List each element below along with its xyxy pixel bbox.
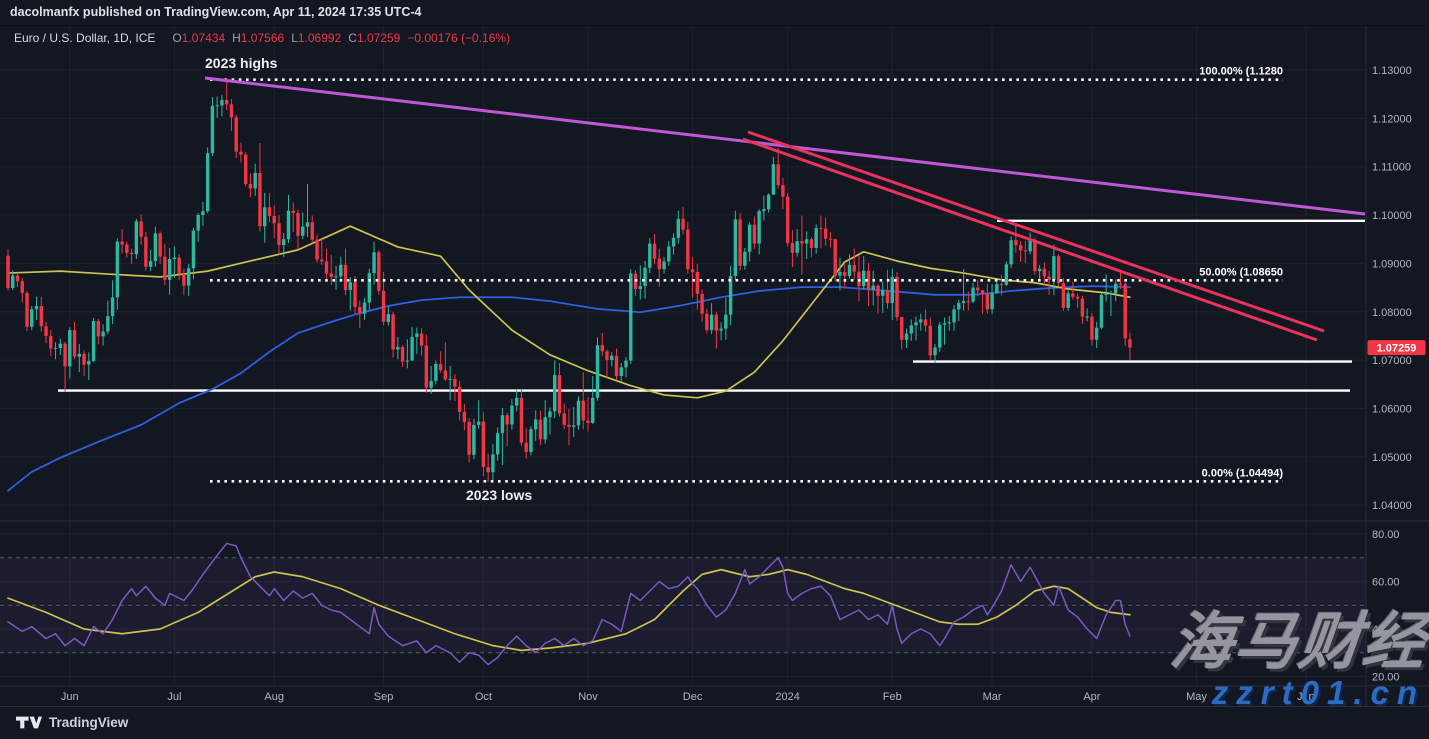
candlesticks — [6, 81, 1132, 482]
tradingview-brand-name: TradingView — [49, 715, 129, 730]
low-label: L — [291, 31, 298, 45]
svg-text:Jun: Jun — [61, 691, 79, 703]
publish-header-text: dacolmanfx published on TradingView.com,… — [10, 5, 422, 19]
svg-text:Feb: Feb — [883, 691, 902, 703]
annotation-2023-lows: 2023 lows — [466, 487, 533, 503]
change-value: −0.00176 (−0.16%) — [407, 31, 511, 45]
svg-text:80.00: 80.00 — [1372, 529, 1400, 541]
annotation-2023-highs: 2023 highs — [205, 55, 278, 71]
svg-text:40.00: 40.00 — [1372, 624, 1400, 636]
svg-text:1.12000: 1.12000 — [1372, 113, 1412, 125]
svg-text:1.07259: 1.07259 — [1377, 343, 1417, 355]
svg-text:1.11000: 1.11000 — [1372, 162, 1411, 174]
svg-text:0.00% (1.04494): 0.00% (1.04494) — [1202, 467, 1284, 479]
svg-text:Mar: Mar — [983, 691, 1002, 703]
high-value: 1.07566 — [240, 31, 285, 45]
footer-bar: TradingView — [0, 706, 1429, 739]
fib-retracement: 100.00% (1.1280 50.00% (1.08650 0.00% (1.0… — [210, 66, 1284, 483]
high-label: H — [232, 31, 241, 45]
svg-text:60.00: 60.00 — [1372, 577, 1400, 589]
svg-text:1.04000: 1.04000 — [1372, 500, 1412, 512]
svg-text:1.09000: 1.09000 — [1372, 258, 1412, 270]
moving-averages — [7, 225, 1131, 492]
pane-separators — [0, 26, 1429, 707]
svg-text:1.05000: 1.05000 — [1372, 452, 1412, 464]
grid-lines — [0, 26, 1366, 686]
symbol-legend: Euro / U.S. Dollar, 1D, ICE O1.07434 H1.07… — [14, 31, 510, 45]
svg-text:Oct: Oct — [475, 691, 492, 703]
price-axis[interactable]: 1.13000 1.12000 1.11000 1.10000 1.09000 1.080… — [1367, 65, 1426, 512]
svg-text:May: May — [1186, 691, 1207, 703]
symbol-title: Euro / U.S. Dollar, 1D, ICE — [14, 31, 156, 45]
svg-text:Jun: Jun — [1297, 691, 1315, 703]
svg-text:1.10000: 1.10000 — [1372, 210, 1412, 222]
svg-text:1.13000: 1.13000 — [1372, 65, 1412, 77]
svg-text:Dec: Dec — [683, 691, 703, 703]
rsi-axis[interactable]: 80.00 60.00 40.00 20.00 — [1372, 529, 1400, 684]
close-value: 1.07259 — [356, 31, 401, 45]
support-resistance-rays — [58, 219, 1365, 392]
time-axis[interactable]: Jun Jul Aug Sep Oct Nov Dec 2024 Feb Mar Apr May Jun — [61, 691, 1315, 703]
last-price-badge — [1367, 340, 1426, 356]
close-label: C — [348, 31, 357, 45]
svg-text:1.08000: 1.08000 — [1372, 307, 1412, 319]
svg-text:Jul: Jul — [167, 691, 181, 703]
svg-text:Aug: Aug — [264, 691, 284, 703]
tradingview-brand-link[interactable]: TradingView — [16, 715, 128, 730]
svg-text:20.00: 20.00 — [1372, 672, 1400, 684]
svg-text:1.07000: 1.07000 — [1372, 355, 1412, 367]
svg-text:50.00% (1.08650: 50.00% (1.08650 — [1199, 266, 1283, 278]
open-label: O — [172, 31, 182, 45]
tradingview-logo-icon — [16, 716, 42, 729]
svg-text:1.06000: 1.06000 — [1372, 403, 1412, 415]
svg-text:2024: 2024 — [775, 691, 799, 703]
rsi-pane — [0, 542, 1366, 666]
low-value: 1.06992 — [297, 31, 342, 45]
svg-text:Apr: Apr — [1083, 691, 1100, 703]
svg-text:100.00% (1.1280: 100.00% (1.1280 — [1199, 66, 1283, 78]
trendlines — [204, 76, 1366, 342]
open-value: 1.07434 — [181, 31, 226, 45]
svg-text:Sep: Sep — [374, 691, 394, 703]
svg-text:Nov: Nov — [578, 691, 598, 703]
publish-header-bar: dacolmanfx published on TradingView.com,… — [0, 0, 1429, 26]
